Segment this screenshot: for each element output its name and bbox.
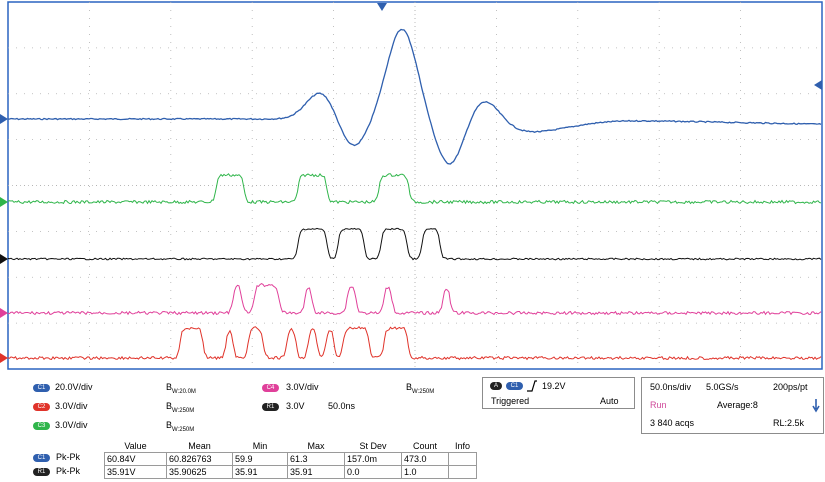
ch3-scale[interactable]: 3.0V/div — [55, 420, 88, 430]
trigger-status: Triggered — [491, 396, 530, 406]
waveform-display[interactable] — [0, 0, 825, 372]
trigger-type-icon: A — [490, 382, 502, 390]
table-cell: 35.91 — [232, 465, 288, 479]
table-cell: 1.0 — [401, 465, 449, 479]
table-cell — [448, 452, 477, 466]
trigger-level: 19.2V — [542, 381, 566, 391]
ch4-chip[interactable]: C4 — [262, 384, 279, 392]
column-header: Max — [307, 441, 325, 451]
trigger-level-marker[interactable] — [814, 80, 822, 90]
table-row[interactable]: 35.91V 35.90625 35.91 35.91 0.0 1.0 — [104, 465, 477, 479]
table-cell: 0.0 — [344, 465, 402, 479]
average-count: Average:8 — [717, 400, 758, 410]
table-cell: 473.0 — [401, 452, 449, 466]
measurements-table[interactable]: Value Mean Min Max St Dev Count Info 60.… — [104, 440, 477, 479]
ch2-scale[interactable]: 3.0V/div — [55, 401, 88, 411]
trigger-position-marker[interactable] — [377, 3, 387, 11]
table-cell: 61.3 — [287, 452, 345, 466]
ch1-bandwidth-value: W:20.0M — [172, 388, 196, 395]
graticule — [7, 1, 823, 370]
table-cell: 157.0m — [344, 452, 402, 466]
column-header: Value — [124, 441, 147, 451]
table-cell — [448, 465, 477, 479]
trigger-mode: Auto — [600, 396, 619, 406]
graticule-border — [7, 1, 823, 370]
record-length: RL:2.5k — [773, 418, 805, 428]
ch1-scale[interactable]: 20.0V/div — [55, 382, 93, 392]
column-header: Info — [454, 441, 470, 451]
column-header: Count — [412, 441, 438, 451]
table-cell: 35.90625 — [166, 465, 233, 479]
ch1-chip[interactable]: C1 — [33, 384, 50, 392]
meas1-type: Pk-Pk — [56, 452, 81, 462]
ref1-time: 50.0ns — [328, 401, 356, 411]
ch2-bandwidth-value: W:250M — [172, 407, 195, 414]
ref1-waveform — [7, 227, 822, 261]
ch3-waveform — [7, 173, 822, 205]
ch4-waveform — [7, 283, 822, 316]
meas2-type: Pk-Pk — [56, 466, 81, 476]
table-cell: 35.91V — [104, 465, 167, 479]
meas1-chip: C1 — [33, 454, 50, 462]
timebase: 50.0ns/div — [650, 382, 692, 392]
ch2-ground-marker[interactable] — [0, 353, 8, 363]
ch3-bandwidth: BW:250M — [166, 420, 195, 433]
column-header: Mean — [188, 441, 211, 451]
ch1-waveform — [7, 28, 822, 165]
meas2-chip: R1 — [33, 468, 50, 476]
ch3-ground-marker[interactable] — [0, 197, 8, 207]
column-header: Min — [252, 441, 268, 451]
ch1-bandwidth: BW:20.0M — [166, 382, 196, 395]
ch4-bandwidth: BW:250M — [406, 382, 435, 395]
ch2-chip[interactable]: C2 — [33, 403, 50, 411]
acquisition-count: 3 840 acqs — [650, 418, 695, 428]
column-header: St Dev — [359, 441, 387, 451]
ch4-bandwidth-value: W:250M — [412, 388, 435, 395]
ch4-ground-marker[interactable] — [0, 308, 8, 318]
run-state[interactable]: Run — [650, 400, 667, 410]
table-cell: 60.84V — [104, 452, 167, 466]
table-row[interactable]: 60.84V 60.826763 59.9 61.3 157.0m 473.0 — [104, 452, 477, 466]
sample-rate: 5.0GS/s — [706, 382, 739, 392]
trigger-source-chip: C1 — [506, 382, 523, 390]
ch1-ground-marker[interactable] — [0, 114, 8, 124]
time-resolution: 200ps/pt — [773, 382, 808, 392]
table-header-row: Value Mean Min Max St Dev Count Info — [105, 440, 477, 453]
rising-edge-icon — [527, 380, 537, 392]
table-cell: 59.9 — [232, 452, 288, 466]
acquisition-readout[interactable] — [641, 377, 824, 434]
ref1-scale[interactable]: 3.0V — [286, 401, 305, 411]
ch2-waveform — [7, 325, 822, 361]
ch4-scale[interactable]: 3.0V/div — [286, 382, 319, 392]
table-cell: 60.826763 — [166, 452, 233, 466]
ch3-bandwidth-value: W:250M — [172, 426, 195, 433]
ref1-chip[interactable]: R1 — [262, 403, 279, 411]
ref1-ground-marker[interactable] — [0, 254, 8, 264]
table-cell: 35.91 — [287, 465, 345, 479]
arrow-down-icon[interactable] — [812, 399, 820, 413]
ch3-chip[interactable]: C3 — [33, 422, 50, 430]
ch2-bandwidth: BW:250M — [166, 401, 195, 414]
